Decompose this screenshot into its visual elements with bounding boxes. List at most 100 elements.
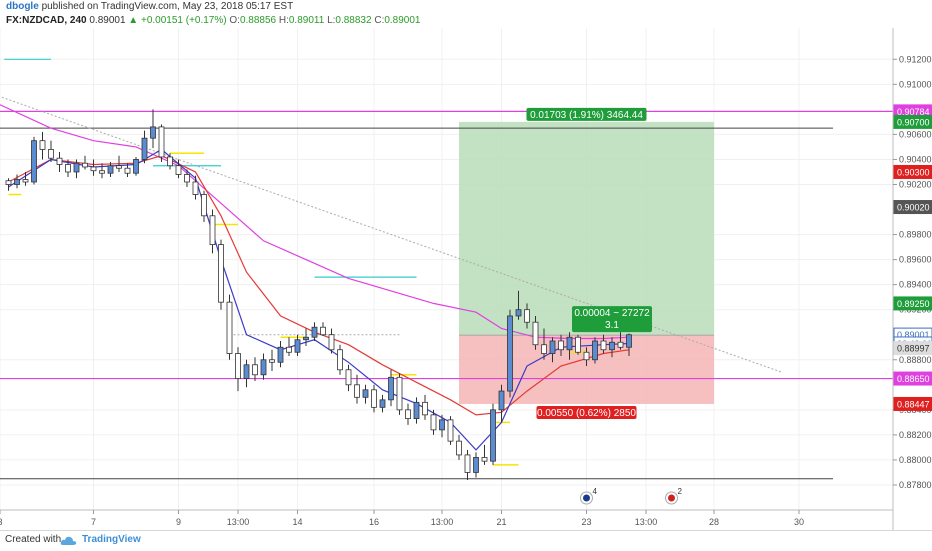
target-label-bg [526,107,647,121]
candle-down [558,340,564,351]
candle-down [184,174,190,183]
high-label: H: [278,15,289,26]
candle-down [116,165,122,169]
event-count: 2 [678,487,683,496]
price-tag: 0.88447 [897,399,930,409]
candle-down [371,389,377,408]
candle-down [82,162,88,168]
price-tag-bg [893,371,932,386]
candle-down [345,369,352,386]
candle-down [269,359,275,363]
candle-down [532,321,539,346]
candle-up [107,165,114,174]
candle-up [73,162,80,173]
last-price: 0.89001 [89,15,126,26]
time-tick-label: 21 [496,517,506,527]
candle-down [447,419,454,442]
candle-down [175,165,182,175]
price-tick-label: 0.90600 [899,129,932,139]
candles [5,109,632,480]
candle-down [5,180,12,185]
candle-up [388,376,394,401]
candle-down [124,167,131,174]
close-label: C: [374,15,385,26]
time-tick-label: 16 [369,517,379,527]
price-tag-bg [893,396,932,411]
candle-down [354,384,360,398]
ma-long-line [0,104,630,340]
time-tick-label: 7 [91,517,96,527]
candle-down [430,414,437,431]
author-name[interactable]: dbogle [6,1,39,12]
candle-up [362,389,369,398]
price-change: ▲ +0.00151 (+0.17%) [128,15,227,26]
price-tick-label: 0.89600 [899,255,932,265]
price-tag-bg [893,296,932,311]
created-with-label: Created with [5,534,62,545]
candle-down [320,326,326,336]
time-tick-label: 13:00 [635,517,658,527]
candle-down [99,170,105,174]
risk-reward-label-bg [572,306,652,333]
ohlc-line: FX:NZDCAD, 240 0.89001 ▲ +0.00151 (+0.17… [6,15,421,26]
candle-up [609,341,615,351]
target-zone [459,121,714,336]
price-chart[interactable]: 0.01703 (1.91%) 3464.44 0.00550 (0.62%) 2… [0,28,932,530]
tradingview-brand[interactable]: TradingView [82,534,141,545]
candle-up [14,179,20,185]
close-value: 0.89001 [384,15,421,26]
candle-down [456,440,462,456]
stop-label-bg [536,405,637,419]
chart-header: dbogle published on TradingView.com, May… [0,0,932,28]
candle-up [133,159,139,174]
candle-up [626,334,632,348]
candle-down [396,376,403,411]
tradingview-cloud-icon [60,536,77,545]
price-tag-bg [893,341,932,356]
candle-down [464,454,471,473]
candle-down [328,334,335,351]
trend-line [0,96,783,373]
time-tick-label: 13:00 [227,517,250,527]
candle-up [277,346,284,363]
position-zones [459,121,714,404]
candle-down [158,126,165,158]
price-axis[interactable]: 0.91200 0.91000 0.90600 0.90400 0.90200 0.898… [893,28,932,510]
candle-up [413,401,420,420]
candle-down [192,181,199,195]
time-tick-label: 9 [176,517,181,527]
price-tag: 0.90700 [897,117,930,127]
stop-label: 0.00550 (0.62%) 2850 [537,408,636,419]
candle-up [243,364,250,379]
event-count: 4 [593,487,598,496]
candle-down [209,215,216,245]
candle-down [541,344,547,354]
candle-down [575,336,581,353]
publish-line: dbogle published on TradingView.com, May… [6,1,293,12]
time-tick-label: 13:00 [431,517,454,527]
price-tag: 0.90300 [897,167,930,177]
time-axis[interactable]: 3 7 9 13:00 14 16 13:00 21 23 13:00 28 30 [0,510,804,527]
candle-up [498,390,505,411]
candle-up [549,340,556,354]
position-labels: 0.01703 (1.91%) 3464.44 0.00550 (0.62%) 2… [526,107,652,419]
candle-up [31,140,37,183]
candle-down [600,340,607,351]
candle-up [294,339,301,353]
candle-down [337,349,343,371]
candle-up [473,457,479,473]
time-tick-label: 3 [0,517,3,527]
candle-up [515,309,522,317]
candle-down [48,149,54,159]
candle-down [22,179,29,183]
price-tick-label: 0.87800 [899,480,932,490]
candle-up [141,137,148,160]
candle-up [303,336,309,341]
price-tick-label: 0.90200 [899,179,932,189]
low-value: 0.88832 [335,15,372,26]
price-tag-bg [893,114,932,129]
price-tick-label: 0.88800 [899,355,932,365]
price-tag-bg [893,200,932,215]
price-tick-label: 0.89800 [899,230,932,240]
candle-up [490,409,496,462]
